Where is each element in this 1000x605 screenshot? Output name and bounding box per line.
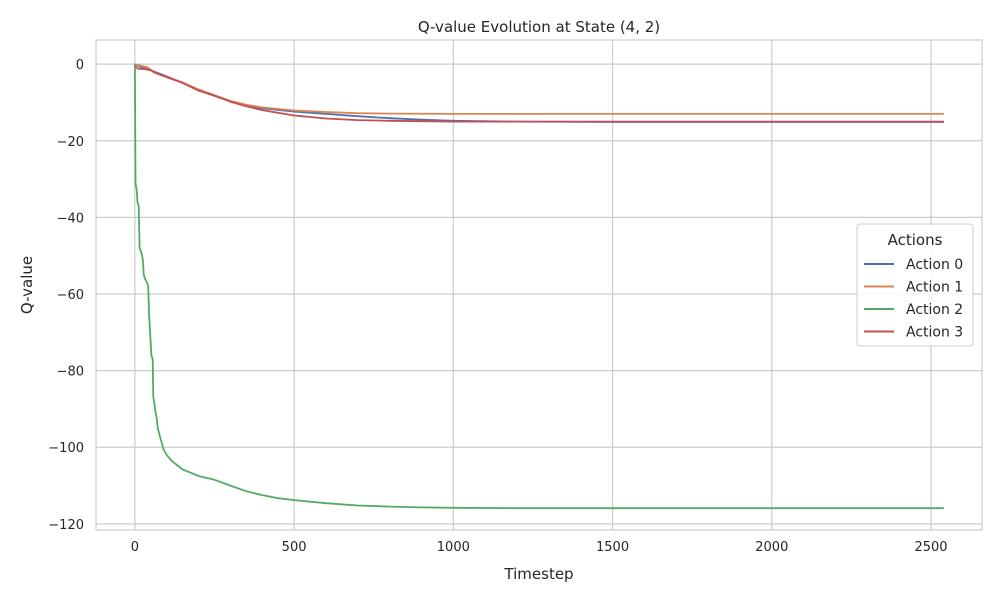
x-tick-label: 0 bbox=[131, 540, 139, 555]
y-tick-label: −20 bbox=[57, 135, 84, 150]
tick-labels: 0 500 1000 1500 2000 2500 0 −20 −40 −60 −80 −100 −12… bbox=[48, 58, 947, 555]
x-tick-label: 500 bbox=[282, 540, 307, 555]
legend-box bbox=[856, 223, 974, 347]
series-line-action-2 bbox=[134, 64, 944, 510]
x-tick-label: 1500 bbox=[596, 540, 629, 555]
y-tick-label: −80 bbox=[57, 365, 84, 380]
legend-label-action-3: Action 3 bbox=[906, 325, 963, 341]
legend-label-action-2: Action 2 bbox=[906, 302, 963, 318]
x-tick-label: 2500 bbox=[914, 540, 947, 555]
legend-label-action-0: Action 0 bbox=[906, 257, 963, 273]
series-line-action-3 bbox=[134, 65, 944, 123]
x-axis-label: Timestep bbox=[503, 565, 573, 583]
legend: Actions Action 0 Action 1 Action 2 Action 3 bbox=[856, 223, 974, 347]
y-tick-label: −40 bbox=[57, 211, 84, 226]
y-tick-label: 0 bbox=[76, 58, 84, 73]
y-tick-label: −120 bbox=[48, 518, 84, 533]
y-tick-label: −100 bbox=[48, 441, 84, 456]
y-tick-label: −60 bbox=[57, 288, 84, 303]
x-tick-label: 2000 bbox=[755, 540, 788, 555]
series-lines bbox=[134, 63, 944, 510]
legend-items: Action 0 Action 1 Action 2 Action 3 bbox=[864, 257, 963, 341]
plot-frame bbox=[95, 39, 983, 531]
chart-title: Q-value Evolution at State (4, 2) bbox=[418, 18, 660, 36]
legend-label-action-1: Action 1 bbox=[906, 280, 963, 296]
x-tick-label: 1000 bbox=[437, 540, 470, 555]
y-axis-label: Q-value bbox=[18, 256, 36, 314]
legend-title: Actions bbox=[888, 231, 943, 249]
